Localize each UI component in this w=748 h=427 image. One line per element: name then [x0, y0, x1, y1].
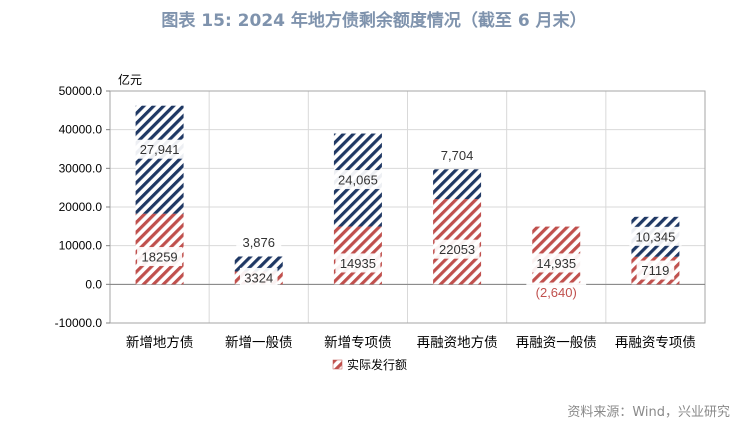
- data-label-bg: [629, 226, 682, 246]
- bar-remaining: [433, 169, 482, 200]
- data-label-bg: [331, 170, 385, 190]
- data-label-bg: [530, 253, 583, 273]
- data-label-bg: [335, 253, 381, 273]
- data-label-bg: [636, 260, 675, 280]
- data-label: 3,876: [242, 235, 275, 250]
- legend-swatch: [332, 359, 343, 370]
- data-label-bg: [434, 145, 480, 165]
- data-label: 27,941: [140, 142, 180, 157]
- y-tick-label: 30000.0: [59, 161, 103, 175]
- chart-title: 图表 15: 2024 年地方债剩余额度情况（截至 6 月末）: [161, 11, 587, 31]
- x-category-label: 再融资专项债: [615, 335, 696, 351]
- y-axis-unit-label: 亿元: [118, 72, 142, 87]
- y-tick-label: 40000.0: [59, 123, 103, 137]
- legend: 实际发行额: [332, 357, 407, 372]
- data-labels: 27,941 18259 3,876 3324 24,065 14935 7,704 2205…: [133, 139, 682, 302]
- gridlines: [109, 90, 706, 324]
- legend-label: 实际发行额: [347, 357, 407, 372]
- data-label-bg: [133, 139, 186, 159]
- source-note: 资料来源：Wind，兴业研究: [567, 405, 730, 420]
- data-label: 7119: [641, 263, 669, 278]
- y-tick-label: 50000.0: [59, 84, 103, 98]
- data-label-bg: [526, 282, 587, 302]
- data-label: 7,704: [441, 148, 474, 163]
- x-axis-categories: 新增地方债 新增一般债 新增专项债 再融资地方债 再融资一般债 再融资专项债: [126, 335, 696, 351]
- data-label: 10,345: [636, 229, 676, 244]
- data-label-bg: [137, 247, 183, 267]
- data-label: 3324: [244, 270, 273, 285]
- bar-remaining: [135, 105, 184, 214]
- x-category-label: 新增一般债: [225, 335, 293, 351]
- y-tick-label: 0.0: [85, 277, 102, 291]
- data-label: 18259: [142, 250, 178, 265]
- x-category-label: 新增地方债: [126, 335, 194, 351]
- x-category-label: 再融资一般债: [516, 335, 597, 351]
- data-label-bg: [239, 267, 278, 287]
- y-tick-label: 20000.0: [59, 200, 103, 214]
- data-label: 22053: [439, 242, 475, 257]
- x-category-label: 再融资地方债: [417, 335, 498, 351]
- data-label: 24,065: [338, 173, 378, 188]
- data-label: 14935: [340, 256, 376, 271]
- y-tick-label: 10000.0: [59, 239, 103, 253]
- data-label-bg: [236, 232, 282, 252]
- data-label-bg: [434, 239, 480, 259]
- x-category-label: 新增专项债: [324, 335, 392, 351]
- data-label: (2,640): [536, 285, 577, 300]
- data-label: 14,935: [536, 256, 576, 271]
- y-tick-label: -10000.0: [55, 316, 103, 330]
- y-axis-ticks: 50000.0 40000.0 30000.0 20000.0 10000.0 0.0 -1…: [55, 84, 110, 330]
- bar-remaining: [234, 256, 283, 272]
